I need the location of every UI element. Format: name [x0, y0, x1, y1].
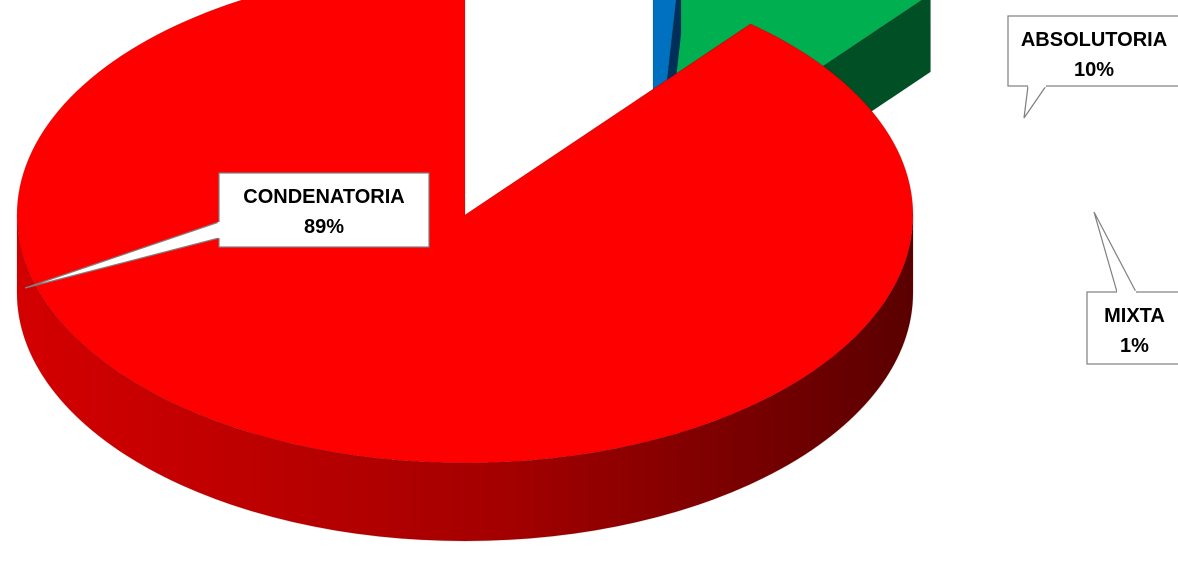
callout-pointer [1023, 85, 1047, 119]
slice-percent: 89% [304, 216, 344, 238]
callout-condenatoria: CONDENATORIA 89% [24, 172, 430, 289]
pie-slices [16, 0, 931, 542]
slice-label: ABSOLUTORIA [1021, 29, 1167, 51]
callout-box [1007, 15, 1178, 87]
callout-pointer [24, 221, 220, 289]
callout-pointer [1093, 211, 1137, 293]
data-labels: CONDENATORIA 89% ABSOLUTORIA 10% MIXTA 1% [24, 15, 1178, 365]
slice-label: MIXTA [1104, 305, 1165, 327]
callout-absolutoria: ABSOLUTORIA 10% [1007, 15, 1178, 119]
slice-top [16, 0, 914, 464]
callout-mixta: MIXTA 1% [1086, 211, 1178, 365]
slice-percent: 1% [1120, 335, 1149, 357]
slice-percent: 10% [1074, 59, 1114, 81]
callout-box [218, 172, 430, 248]
slice-condenatoria [16, 0, 914, 542]
slice-label: CONDENATORIA [243, 186, 404, 208]
